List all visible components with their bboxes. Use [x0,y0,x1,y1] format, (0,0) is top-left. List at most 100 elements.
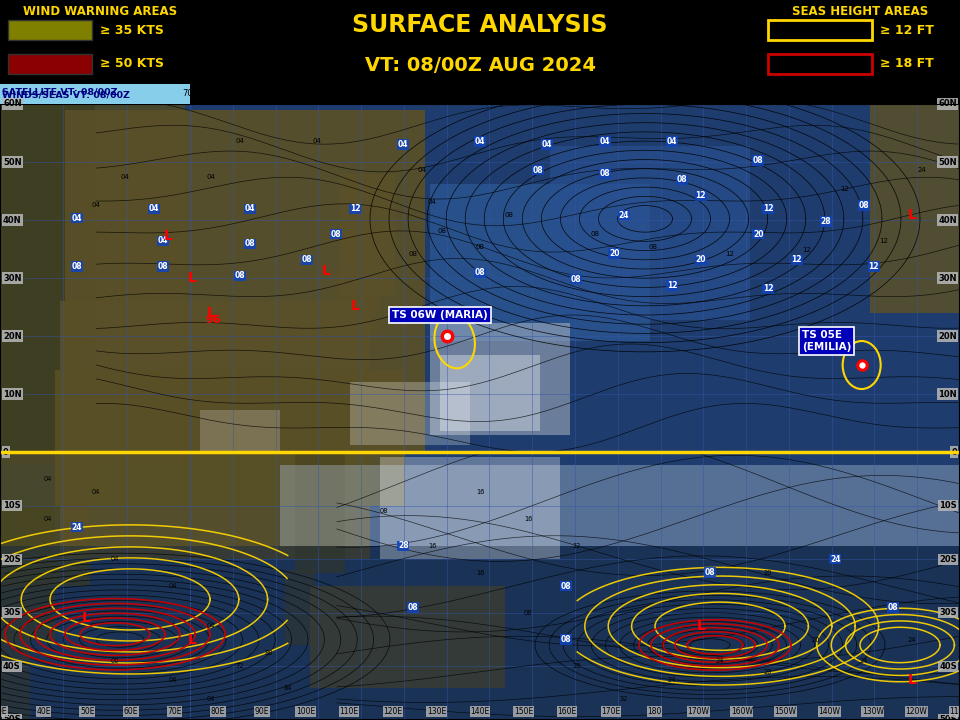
Text: 40S: 40S [940,662,957,671]
Text: 04: 04 [44,516,52,522]
Text: 12: 12 [667,281,677,290]
Text: 0: 0 [951,448,957,456]
Text: ≥ 50 KTS: ≥ 50 KTS [100,58,164,71]
Text: TS 06W (MARIA): TS 06W (MARIA) [392,310,488,320]
Bar [0,505,55,639]
Text: 32: 32 [620,696,628,701]
Bar [0,546,960,720]
Bar [285,570,315,645]
Text: 08: 08 [532,166,543,175]
Text: 60N: 60N [3,99,22,109]
Text: 30N: 30N [939,274,957,282]
Text: 08: 08 [648,244,658,250]
Text: 50E: 50E [80,707,94,716]
Text: 20: 20 [610,249,619,258]
Text: L: L [350,299,360,313]
Text: 08: 08 [407,603,419,612]
Text: 16: 16 [524,516,532,522]
Text: 130E: 130E [427,707,446,716]
Text: L: L [696,619,706,633]
Text: 08: 08 [157,262,169,271]
Text: 10N: 10N [3,390,22,399]
Text: 170W: 170W [691,89,715,99]
Text: 04: 04 [91,202,101,209]
Bar [65,110,425,452]
Bar [380,457,560,559]
Text: ≥ 18 FT: ≥ 18 FT [880,58,934,71]
Text: 20: 20 [754,230,763,239]
Text: 90E: 90E [268,89,283,99]
Text: 20: 20 [812,636,820,643]
Text: 04: 04 [427,199,437,205]
Text: 10S: 10S [940,501,957,510]
Text: 160W: 160W [731,707,753,716]
Text: 130W: 130W [862,707,884,716]
Text: L: L [187,633,197,647]
Text: 24: 24 [917,167,926,174]
Text: 100E: 100E [308,89,329,99]
Text: 04: 04 [206,174,216,180]
Bar [768,54,872,74]
Text: 08: 08 [753,156,764,165]
Text: 80E: 80E [225,89,241,99]
Text: 0: 0 [3,448,9,456]
Bar [430,323,570,435]
Text: 50S: 50S [940,716,957,720]
Text: 40S: 40S [3,662,20,671]
Text: 08: 08 [504,212,514,218]
Text: 150W: 150W [775,707,797,716]
Bar [8,20,92,40]
Text: 08: 08 [676,176,687,184]
Text: 24: 24 [830,554,840,564]
Bar [0,247,90,586]
Text: 08: 08 [887,603,899,612]
Text: 40N: 40N [3,215,22,225]
Text: 160E: 160E [564,89,586,99]
Text: 150E: 150E [521,89,542,99]
Text: 12: 12 [696,192,706,200]
Text: 170W: 170W [687,707,709,716]
Text: 50N: 50N [938,158,957,166]
Text: VT: 08/00Z AUG 2024: VT: 08/00Z AUG 2024 [365,56,595,75]
Text: 04: 04 [44,476,52,482]
Text: 120E: 120E [394,89,415,99]
Text: 100E: 100E [296,707,315,716]
Text: 60E: 60E [124,707,138,716]
Text: 12: 12 [792,256,802,264]
Text: 170E: 170E [608,89,629,99]
Text: 04: 04 [398,140,408,149]
Text: 20: 20 [696,256,706,264]
Text: 20S: 20S [3,554,20,564]
Text: 16: 16 [476,489,484,495]
Text: 170E: 170E [601,707,620,716]
Text: SATELLITE VT: 08/00Z: SATELLITE VT: 08/00Z [2,88,117,96]
Bar [60,300,370,559]
Bar [310,586,505,688]
Text: 24: 24 [668,677,676,683]
Text: 08: 08 [570,274,582,284]
Text: L: L [187,271,197,285]
Text: 04: 04 [245,204,254,213]
Text: TS 05E
(EMILIA): TS 05E (EMILIA) [802,330,852,352]
Text: 12: 12 [725,251,734,256]
Text: 24: 24 [716,658,724,664]
Text: 04: 04 [418,167,427,174]
Text: 120W: 120W [905,707,927,716]
Text: 80E: 80E [211,707,226,716]
Text: 160E: 160E [558,707,577,716]
Text: 12: 12 [572,543,580,549]
Text: 160W: 160W [734,89,758,99]
Bar [0,104,185,465]
Text: 08: 08 [475,244,485,250]
Text: 08: 08 [590,231,600,238]
Text: 12: 12 [878,238,888,243]
Text: 08: 08 [599,169,611,178]
Text: 110W: 110W [948,89,960,99]
Text: L: L [322,264,331,278]
Text: 70E: 70E [182,89,198,99]
Text: 04: 04 [207,624,215,629]
Bar [430,184,650,341]
Text: 130E: 130E [436,89,457,99]
Text: 90E: 90E [254,707,269,716]
Text: 20S: 20S [940,554,957,564]
